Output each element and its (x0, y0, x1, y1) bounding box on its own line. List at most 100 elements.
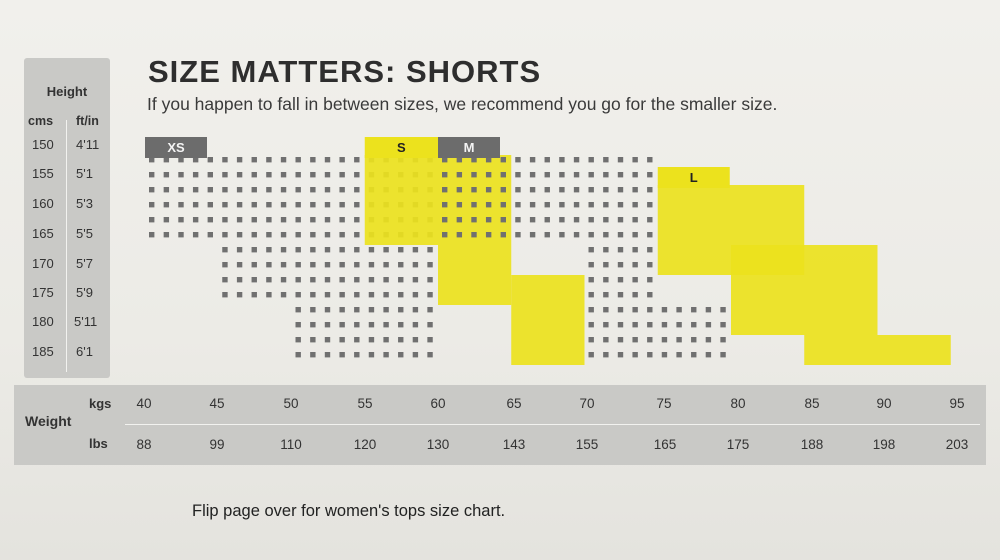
size-dot (603, 202, 609, 208)
size-dot (222, 262, 228, 268)
size-dot (691, 322, 697, 328)
size-dot (456, 157, 463, 163)
size-dot (324, 322, 331, 328)
size-dot (236, 277, 243, 283)
size-dot (149, 172, 155, 178)
size-dot (515, 232, 521, 238)
weight-lb-tick: 203 (945, 437, 969, 452)
size-dot (339, 172, 345, 178)
size-dot (251, 277, 257, 283)
size-dot (163, 202, 170, 208)
size-dot (500, 232, 506, 238)
size-dot (617, 247, 624, 253)
size-dot (236, 247, 243, 253)
size-dot (222, 157, 228, 163)
size-dot (339, 277, 345, 283)
size-dot (500, 187, 506, 193)
size-dot (310, 247, 316, 253)
size-dot (442, 172, 448, 178)
size-dot (207, 157, 213, 163)
size-dot (310, 337, 316, 343)
size-dot (222, 172, 228, 178)
size-dot (310, 187, 316, 193)
size-dot (295, 262, 301, 268)
size-dot (617, 352, 624, 358)
size-dot (412, 292, 419, 298)
size-block (731, 245, 878, 335)
weight-axis-panel (14, 385, 986, 465)
size-dot (266, 157, 272, 163)
size-dot (266, 187, 272, 193)
size-dot (310, 172, 316, 178)
size-dot (354, 307, 360, 313)
size-dot (339, 337, 345, 343)
weight-lb-tick: 198 (872, 437, 896, 452)
size-dot (588, 157, 594, 163)
size-label-tab-l (657, 167, 730, 188)
size-dot (705, 352, 712, 358)
size-dot (427, 307, 433, 313)
size-label-tab-m (438, 137, 500, 158)
size-dot (339, 322, 345, 328)
size-dot (485, 232, 492, 238)
chart-title: SIZE MATTERS: SHORTS (148, 54, 542, 89)
size-dot (354, 172, 360, 178)
size-dot (251, 232, 257, 238)
size-dot (324, 202, 331, 208)
size-dot (632, 277, 638, 283)
weight-axis-title: Weight (25, 413, 72, 429)
size-dot (559, 202, 565, 208)
size-dot (471, 217, 477, 223)
size-dot (383, 262, 389, 268)
height-axis-divider (66, 120, 67, 372)
size-dot (676, 322, 682, 328)
size-dot (178, 217, 184, 223)
ftin-unit-label: ft/in (76, 114, 99, 128)
size-dot (324, 217, 331, 223)
size-block (511, 275, 585, 365)
size-dot (280, 292, 287, 298)
size-dot (632, 172, 638, 178)
size-dot (588, 277, 594, 283)
size-dot (339, 262, 345, 268)
weight-kg-tick: 75 (656, 396, 672, 411)
size-dot (427, 247, 433, 253)
size-block (364, 155, 438, 245)
size-dot (588, 232, 594, 238)
size-dot (324, 247, 331, 253)
size-dot (207, 202, 213, 208)
cms-unit-label: cms (28, 114, 54, 128)
footer-note: Flip page over for women's tops size cha… (192, 502, 506, 520)
size-dot (588, 322, 594, 328)
size-dot (222, 292, 228, 298)
size-dot (295, 292, 301, 298)
size-dot (427, 262, 433, 268)
size-dot (368, 307, 375, 313)
size-dot (266, 277, 272, 283)
size-dot (720, 337, 726, 343)
size-dot (280, 202, 287, 208)
size-dot (368, 292, 375, 298)
size-dot (412, 337, 419, 343)
size-dot (354, 277, 360, 283)
size-dot (266, 262, 272, 268)
size-dot (705, 322, 712, 328)
size-dot (222, 277, 228, 283)
size-dot (442, 157, 448, 163)
size-dot (647, 217, 653, 223)
lbs-unit-label: lbs (89, 436, 108, 451)
size-dot (354, 232, 360, 238)
size-dot (310, 217, 316, 223)
size-region-l (657, 185, 951, 365)
weight-kg-tick: 40 (136, 396, 152, 411)
size-dot (354, 187, 360, 193)
size-dot (339, 202, 345, 208)
weight-lb-tick: 155 (575, 437, 599, 452)
size-dot (324, 277, 331, 283)
size-dot (251, 157, 257, 163)
size-dot (354, 322, 360, 328)
weight-lb-tick: 110 (280, 437, 302, 452)
height-ft-tick: 4'11 (76, 137, 100, 152)
size-dot (192, 187, 199, 193)
size-dot (647, 262, 653, 268)
